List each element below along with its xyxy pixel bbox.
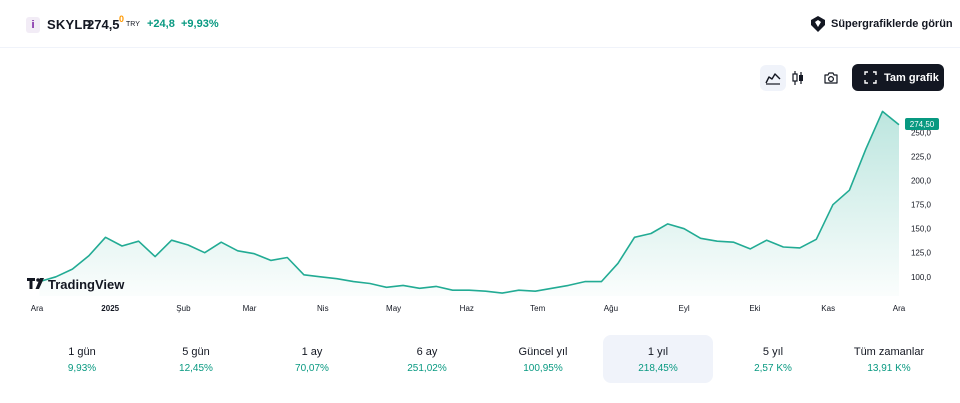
x-tick-label: Eyl xyxy=(679,304,690,313)
fullscreen-icon xyxy=(864,71,877,84)
period-change: 218,45% xyxy=(638,363,678,374)
x-tick-label: Eki xyxy=(749,304,760,313)
x-tick-label: Ara xyxy=(893,304,906,313)
period-label: Tüm zamanlar xyxy=(853,346,925,358)
period-tab[interactable]: Tüm zamanlar 13,91 K% xyxy=(834,335,944,383)
y-tick-label: 100,0 xyxy=(911,273,932,282)
period-label: 5 gün xyxy=(182,346,210,358)
y-tick-label: 175,0 xyxy=(911,201,932,210)
tradingview-watermark: TradingView xyxy=(27,277,125,292)
period-tab[interactable]: 5 gün 12,45% xyxy=(141,335,251,383)
period-label: Güncel yıl xyxy=(518,346,568,358)
period-tab[interactable]: Güncel yıl 100,95% xyxy=(488,335,598,383)
full-chart-button[interactable]: Tam grafik xyxy=(852,64,944,91)
price-area-fill xyxy=(39,111,899,297)
period-tab[interactable]: 5 yıl 2,57 K% xyxy=(718,335,828,383)
y-tick-label: 250,0 xyxy=(911,129,932,138)
period-tab[interactable]: 1 ay 70,07% xyxy=(257,335,367,383)
x-tick-label: May xyxy=(386,304,401,313)
x-tick-label: 2025 xyxy=(101,304,119,313)
candlestick-icon xyxy=(792,71,803,85)
tradingview-wordmark: TradingView xyxy=(48,277,125,292)
period-tab[interactable]: 1 gün 9,93% xyxy=(27,335,137,383)
y-tick-label: 150,0 xyxy=(911,225,932,234)
supercharts-icon[interactable] xyxy=(809,15,827,33)
x-tick-label: Şub xyxy=(176,304,191,313)
period-tab[interactable]: 1 yıl 218,45% xyxy=(603,335,713,383)
period-change: 100,95% xyxy=(523,363,563,374)
supercharts-link[interactable]: Süpergrafiklerde görün xyxy=(831,18,953,30)
price-chart[interactable]: 100,0 125,0 150,0 175,0 200,0 225,0 250,0 Ara 2… xyxy=(0,96,960,320)
last-price-marker: 274,50 xyxy=(905,118,939,130)
y-tick-label: 125,0 xyxy=(911,249,932,258)
last-price-badge xyxy=(905,118,939,130)
period-label: 6 ay xyxy=(416,346,438,358)
snapshot-button[interactable] xyxy=(818,65,844,91)
full-chart-label: Tam grafik xyxy=(884,71,939,84)
price-change-abs: +24,8 xyxy=(147,18,175,30)
period-label: 1 yıl xyxy=(647,346,669,358)
period-change: 12,45% xyxy=(179,363,213,374)
area-chart-button[interactable] xyxy=(760,65,786,91)
period-change: 2,57 K% xyxy=(754,363,792,374)
period-label: 1 ay xyxy=(301,346,323,358)
price-line xyxy=(39,110,900,294)
x-tick-label: Ara xyxy=(31,304,44,313)
x-tick-label: Ağu xyxy=(604,304,618,313)
y-axis: 100,0 125,0 150,0 175,0 200,0 225,0 250,0 xyxy=(911,129,932,282)
period-label: 1 gün xyxy=(68,346,96,358)
currency-label: TRY xyxy=(126,21,140,28)
period-tab[interactable]: 6 ay 251,02% xyxy=(372,335,482,383)
performance-periods: 1 gün 9,93% 5 gün 12,45% 1 ay 70,07% 6 ay 251,0… xyxy=(0,335,960,385)
camera-icon xyxy=(824,72,838,84)
tradingview-logo-icon xyxy=(27,278,44,289)
period-change: 13,91 K% xyxy=(867,363,911,374)
x-tick-label: Haz xyxy=(460,304,474,313)
info-icon[interactable]: i xyxy=(26,17,40,33)
price-change-pct: +9,93% xyxy=(181,18,219,30)
last-price: 274,5 xyxy=(87,17,120,32)
candlestick-button[interactable] xyxy=(786,65,810,91)
x-tick-label: Tem xyxy=(530,304,545,313)
x-axis: Ara 2025 Şub Mar Nis May Haz Tem Ağu Eyl Eki Kas Ara xyxy=(31,304,906,313)
period-change: 9,93% xyxy=(67,363,97,374)
period-change: 251,02% xyxy=(407,363,447,374)
price-fraction: 0 xyxy=(119,14,125,24)
symbol-name: SKYLP xyxy=(47,17,92,32)
last-price-badge-text: 274,50 xyxy=(910,120,935,129)
x-tick-label: Mar xyxy=(243,304,257,313)
period-label: 5 yıl xyxy=(762,346,784,358)
y-tick-label: 225,0 xyxy=(911,153,932,162)
symbol-header: i SKYLP 274,5 0 TRY +24,8 +9,93% Süpergr… xyxy=(0,0,960,48)
period-change: 70,07% xyxy=(295,363,329,374)
y-tick-label: 200,0 xyxy=(911,177,932,186)
x-tick-label: Nis xyxy=(317,304,329,313)
x-tick-label: Kas xyxy=(821,304,835,313)
area-chart-icon xyxy=(765,73,781,85)
